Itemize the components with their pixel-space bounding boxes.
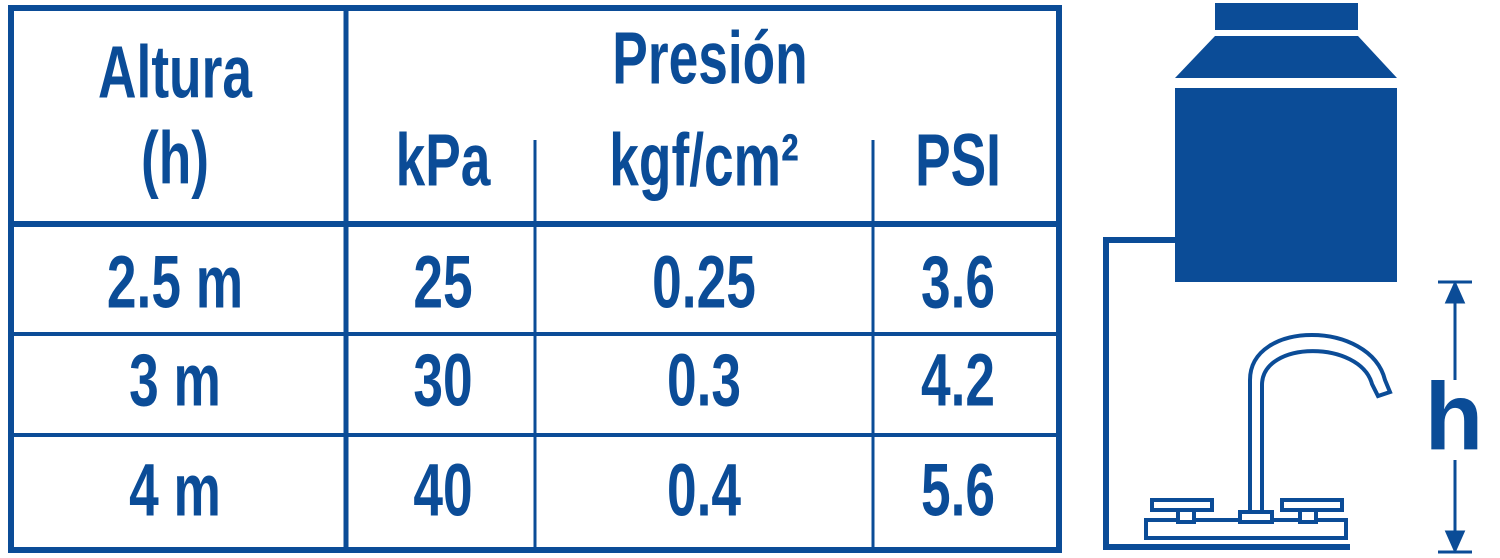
cell-text: 3.6 bbox=[921, 241, 995, 324]
cell-text: 5.6 bbox=[921, 449, 995, 532]
unit-header: PSI bbox=[915, 119, 1001, 202]
cell-text: 4.2 bbox=[921, 339, 995, 422]
cell-text: 2.5 m bbox=[107, 241, 243, 324]
header-text: (h) bbox=[141, 117, 209, 200]
cell-text: 3 m bbox=[129, 339, 221, 422]
tank-cap bbox=[1215, 3, 1358, 30]
header-text: Presión bbox=[612, 17, 807, 100]
cell-text: 30 bbox=[413, 339, 472, 422]
cell-text: 40 bbox=[413, 449, 472, 532]
cell-text: 25 bbox=[413, 241, 472, 324]
tank-body bbox=[1175, 88, 1397, 282]
tank-shoulder bbox=[1175, 36, 1397, 78]
cell-text: 4 m bbox=[129, 449, 221, 532]
label-bg bbox=[1425, 380, 1485, 460]
cell-text: 0.25 bbox=[652, 241, 756, 324]
tank-diagram: h bbox=[1103, 3, 1485, 554]
table bbox=[8, 5, 1062, 553]
height-label: h bbox=[1425, 363, 1484, 470]
table-text: Altura(h) Presión kPa kgf/cm² PSI 2.5 m 25 0.25… bbox=[98, 17, 1001, 532]
unit-header: kPa bbox=[396, 119, 492, 202]
pipe bbox=[1103, 237, 1350, 550]
unit-header: kgf/cm² bbox=[609, 119, 798, 202]
cell-text: 0.4 bbox=[667, 449, 741, 532]
cell-text: 0.3 bbox=[667, 339, 741, 422]
faucet bbox=[1144, 333, 1393, 540]
header-text: Altura bbox=[98, 31, 253, 114]
